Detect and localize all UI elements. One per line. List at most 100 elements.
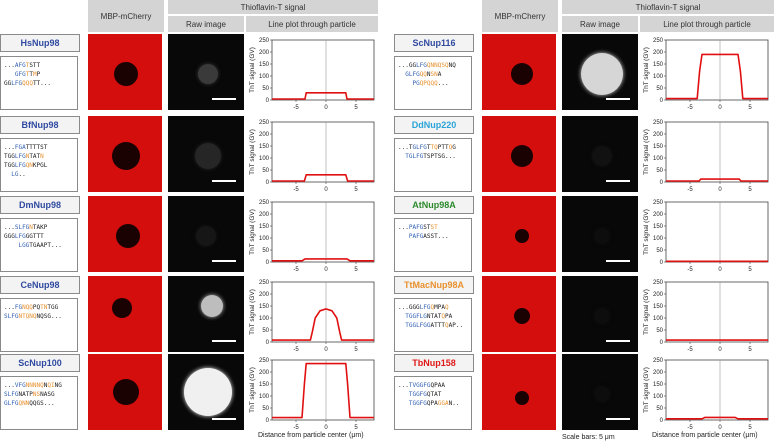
header-line-right: Line plot through particle	[640, 16, 774, 32]
y-tick-label: 250	[653, 200, 664, 206]
sequence-line: ...AFGTSTT	[4, 61, 74, 70]
droplet	[515, 229, 529, 243]
sequence-segment: TGG	[4, 153, 15, 160]
sequence-line: TGGFGQPAGGAN..	[398, 399, 468, 408]
sequence-line: TGGLFGGATTTQAP..	[398, 321, 468, 330]
tht-signal-trace	[272, 91, 374, 100]
sequence-segment: MPA	[434, 304, 445, 311]
sequence-segment: GLFG	[412, 144, 427, 151]
droplet	[116, 224, 140, 248]
line-plot-svg: 0 50 100 150 200 250 -5 0 5 ThT signal (GV)	[643, 280, 769, 353]
line-plot: 0 50 100 150 200 250 -5 0 5 ThT signal (GV)	[246, 276, 378, 354]
y-tick-label: 200	[653, 370, 664, 376]
sequence-line: ...FGNQQPQTNTGG	[4, 303, 74, 312]
sequence-segment: TT...	[32, 80, 51, 87]
y-tick-label: 50	[262, 168, 269, 174]
y-tick-label: 150	[653, 62, 664, 68]
mcherry-image	[482, 276, 556, 352]
sequence-segment: N	[25, 153, 30, 160]
protein-name: HsNup98	[0, 34, 80, 52]
scale-bar-note: Scale bars: 5 μm	[562, 434, 615, 441]
sequence-segment: QPQQQ	[419, 80, 438, 87]
y-tick-label: 50	[262, 406, 269, 412]
sequence-segment: NATP	[18, 391, 33, 398]
line-plot: 0 50 100 150 200 250 -5 0 5 ThT signal (GV)	[246, 354, 378, 432]
particle-signal	[581, 53, 623, 95]
protein-label-scnup116: ScNup116 ...GGLFGQNNQSQNQ GLFGQQNSNA PGQP…	[394, 34, 474, 112]
raw-tht-image	[562, 354, 638, 430]
sequence-segment: QQ	[419, 71, 427, 78]
sequence-line: TGGLFGNTATN	[4, 152, 74, 161]
y-tick-label: 150	[653, 144, 664, 150]
y-tick-label: 100	[259, 156, 270, 162]
sequence-segment: TAKP	[32, 224, 48, 231]
sequence-segment: ASST...	[423, 233, 449, 240]
sequence-segment: T	[29, 71, 33, 78]
sequence-line: ...VFGNNNNQNQING	[4, 381, 74, 390]
sequence-segment: GFG	[14, 71, 26, 78]
y-axis-label: ThT signal (GV)	[643, 209, 650, 255]
y-tick-label: 0	[660, 340, 664, 346]
tht-signal-trace	[272, 258, 374, 262]
sequence-segment: N..	[448, 400, 460, 407]
sequence-segment: VFG	[14, 382, 26, 389]
sequence-segment: ...	[4, 62, 15, 69]
sequence-segment: NQSG...	[36, 313, 62, 320]
tht-signal-trace	[272, 308, 374, 341]
mcherry-image	[482, 116, 556, 192]
header-tht-right: Thioflavin-T signal	[562, 0, 774, 14]
y-tick-label: 150	[653, 224, 664, 230]
plot-frame	[665, 359, 769, 421]
sequence-segment: QQGS...	[29, 400, 55, 407]
plot-frame	[271, 121, 375, 183]
y-tick-label: 0	[266, 98, 270, 104]
y-tick-label: 50	[262, 248, 269, 254]
mcherry-image	[88, 276, 162, 352]
protein-label-atnup98a: AtNup98A ...PAFGSTST PAFGASST...	[394, 196, 474, 274]
sequence-line: SLFGNATPNSNASG	[4, 390, 74, 399]
particle-signal	[198, 64, 218, 84]
raw-tht-image	[168, 276, 244, 352]
protein-sequence: ...TVGGFGQPAA TGGFGQTAT TGGFGQPAGGAN..	[394, 376, 472, 430]
sequence-line: PAFGASST...	[398, 232, 468, 241]
particle-signal	[184, 368, 232, 416]
sequence-line: LG..	[4, 170, 74, 179]
sequence-segment: LGG	[18, 242, 30, 249]
y-tick-label: 0	[266, 340, 270, 346]
protein-label-ddnup220: DdNup220 ...TGLFGTTQPTTQG TGLFGTSPTSG...	[394, 116, 474, 194]
plot-frame	[271, 359, 375, 421]
protein-label-cenup98: CeNup98 ...FGNQQPQTNTGG SLFGNTQNQNQSG...	[0, 276, 80, 354]
sequence-segment: Q	[445, 304, 449, 311]
x-tick-label: -5	[687, 187, 693, 193]
x-tick-label: -5	[293, 425, 299, 431]
sequence-segment: N	[43, 382, 48, 389]
x-tick-label: -5	[687, 347, 693, 353]
sequence-line: ...PAFGSTST	[398, 223, 468, 232]
x-tick-label: -5	[687, 267, 693, 273]
sequence-segment: SLFG	[4, 391, 19, 398]
mcherry-image	[482, 34, 556, 110]
sequence-segment: NQ	[448, 62, 456, 69]
line-plot: 0 50 100 150 200 250 -5 0 5 ThT signal (GV)	[246, 34, 378, 112]
sequence-segment: SN	[430, 71, 438, 78]
y-tick-label: 0	[660, 98, 664, 104]
particle-signal	[195, 143, 221, 169]
sequence-segment: TGGFG	[408, 391, 427, 398]
header-mbp-left: MBP-mCherry	[88, 0, 164, 32]
x-tick-label: -5	[687, 105, 693, 111]
y-axis-label: ThT signal (GV)	[643, 47, 650, 93]
y-tick-label: 100	[259, 316, 270, 322]
y-tick-label: 100	[259, 394, 270, 400]
x-tick-label: -5	[293, 187, 299, 193]
sequence-segment: QN	[25, 162, 33, 169]
x-tick-label: -5	[293, 347, 299, 353]
protein-name: DdNup220	[394, 116, 474, 134]
x-tick-label: 5	[354, 347, 358, 353]
xlabel-left: Distance from particle center (μm)	[258, 432, 364, 439]
plot-frame	[271, 281, 375, 343]
x-tick-label: 0	[718, 267, 722, 273]
protein-name: TtMacNup98A	[394, 276, 474, 294]
y-tick-label: 0	[266, 260, 270, 266]
line-plot-svg: 0 50 100 150 200 250 -5 0 5 ThT signal (GV)	[643, 38, 769, 111]
line-plot: 0 50 100 150 200 250 -5 0 5 ThT signal (GV)	[246, 196, 378, 274]
